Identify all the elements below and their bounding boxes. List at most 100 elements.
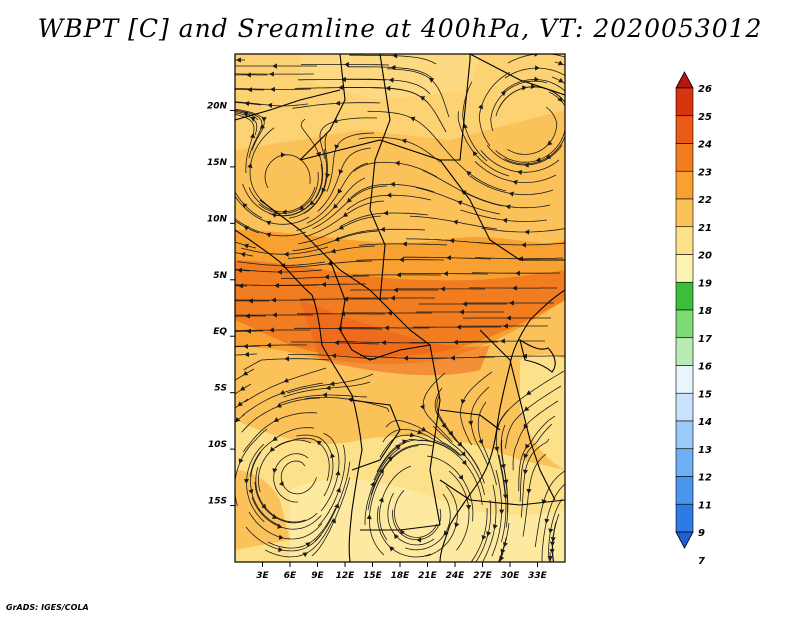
streamlines (235, 54, 565, 562)
streamline-arrow (247, 162, 253, 169)
streamline-arrow (478, 439, 484, 445)
streamline-arrow (547, 555, 553, 561)
x-tick-label: 15E (363, 571, 383, 581)
streamline-arrow (500, 338, 505, 344)
streamline-arrow (500, 548, 506, 555)
streamline-arrow (259, 123, 266, 129)
colorbar-label: 20 (698, 251, 712, 262)
streamline-arrow (440, 286, 445, 292)
streamline-arrow (346, 197, 353, 203)
colorbar-label: 25 (698, 112, 712, 123)
streamline-arrow (277, 523, 283, 529)
streamline-arrow (270, 86, 275, 92)
streamline-arrow (461, 459, 467, 466)
borders (235, 54, 565, 562)
colorbar-box (675, 226, 694, 255)
streamline-arrow (486, 531, 492, 537)
streamline-arrow (284, 356, 290, 362)
colorbar-box (675, 309, 694, 339)
streamline-arrow (278, 546, 284, 553)
streamline-arrow (390, 181, 395, 187)
streamline-arrow (261, 116, 267, 122)
streamline-arrow (266, 342, 272, 348)
streamline-arrow (549, 548, 555, 554)
figure-title: WBPT [C] and Sreamline at 400hPa, VT: 20… (37, 14, 763, 43)
streamline-arrow (278, 534, 284, 540)
streamline-arrow (283, 251, 289, 257)
streamline-arrow (334, 340, 340, 346)
colorbar-box (675, 170, 694, 200)
streamline-arrow (342, 212, 349, 217)
x-axis: 3E 6E 9E 12E 15E 18E 21E 24E 27E 30E 33E (256, 562, 548, 581)
colorbar: 26 25 24 23 22 21 20 19 18 17 16 15 14 13 12 11 9 7 (675, 71, 712, 567)
streamline-arrow (370, 481, 375, 487)
streamline-arrow (272, 312, 277, 318)
streamline-arrow (324, 274, 330, 280)
streamline-arrow (276, 402, 282, 408)
streamline-arrow (237, 401, 243, 407)
streamline-arrow (236, 57, 241, 63)
streamline-arrow (330, 248, 336, 254)
streamline-arrow (250, 116, 256, 122)
streamline-arrow (281, 209, 287, 215)
streamline-arrow (380, 226, 386, 232)
colorbar-label: 17 (698, 334, 712, 345)
streamline-arrow (343, 296, 348, 302)
streamline-arrow (279, 480, 284, 487)
streamline-arrow (242, 202, 248, 209)
y-tick-label: 15N (207, 158, 228, 168)
streamline-arrow (309, 200, 315, 206)
streamline-arrow (459, 309, 464, 315)
streamline-arrow (393, 287, 398, 293)
streamline-arrow (267, 102, 273, 109)
streamline-arrow (526, 390, 532, 396)
colorbar-label: 24 (698, 140, 712, 151)
streamline-arrow (243, 226, 250, 231)
colorbar-box (675, 198, 694, 228)
streamline-arrow (244, 351, 250, 358)
streamline-arrow (335, 470, 341, 476)
streamline-arrow (503, 479, 509, 485)
streamline-arrow (337, 188, 343, 194)
colorbar-lower-triangle (675, 531, 694, 549)
streamline-arrow (335, 100, 341, 106)
colorbar-label: 22 (698, 195, 712, 206)
x-tick-label: 6E (284, 571, 297, 581)
y-axis: 20N 15N 10N 5N EQ 5S 10S 15S (207, 101, 235, 507)
streamline-arrow (269, 327, 274, 333)
streamline-arrow (271, 514, 278, 519)
streamline (507, 54, 565, 64)
streamline-arrow (499, 555, 505, 562)
streamline-arrow (506, 315, 511, 321)
streamline-arrow (279, 389, 286, 395)
streamline-arrow (417, 429, 423, 435)
streamline-arrow (272, 63, 277, 69)
streamline-arrow (394, 533, 399, 540)
streamline-arrow (390, 64, 396, 71)
colorbar-label: 21 (698, 223, 712, 234)
streamline-arrow (331, 353, 337, 359)
streamline-arrow (478, 103, 483, 110)
streamline-arrow (419, 404, 425, 410)
streamline-arrow (330, 453, 336, 459)
x-tick-label: 30E (501, 571, 521, 581)
streamline-arrow (401, 138, 407, 144)
streamline-arrow (272, 468, 278, 474)
streamline-arrow (499, 509, 505, 515)
streamline-arrow (509, 300, 514, 306)
colorbar-box (675, 281, 694, 311)
y-tick-label: 15S (208, 497, 227, 507)
x-tick-label: 12E (336, 571, 356, 581)
streamline-arrow (512, 285, 517, 291)
streamline-arrow (453, 339, 458, 345)
streamline-arrow (387, 310, 392, 316)
streamline-arrow (517, 169, 523, 176)
streamline-arrow (329, 381, 335, 387)
streamline-arrow (379, 468, 384, 474)
colorbar-box (675, 365, 694, 394)
y-tick-label: EQ (213, 327, 227, 337)
streamline-arrow (325, 385, 331, 391)
colorbar-label: 16 (698, 362, 712, 373)
streamline-arrow (402, 241, 407, 247)
